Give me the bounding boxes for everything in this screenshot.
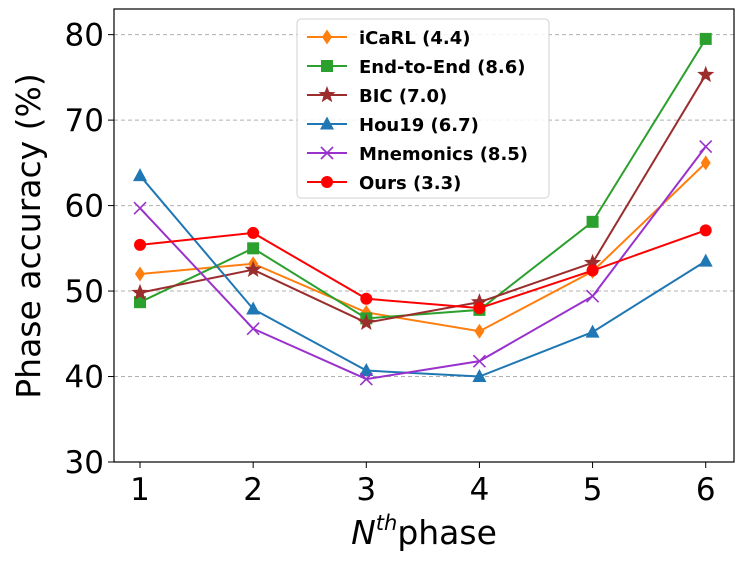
data-point	[699, 32, 712, 45]
series-line	[139, 229, 707, 310]
y-tick-label: 40	[65, 360, 104, 396]
data-point	[244, 260, 262, 277]
legend-item-2: BIC (7.0)	[307, 86, 447, 107]
data-point	[474, 323, 485, 339]
legend-label: Ours (3.3)	[359, 173, 461, 194]
x-axis-label-superscript: th	[376, 511, 398, 535]
data-point	[697, 65, 715, 83]
legend-marker	[320, 146, 334, 160]
data-point	[473, 302, 486, 315]
data-point	[585, 324, 600, 338]
data-point	[586, 289, 600, 303]
series-line	[139, 162, 707, 333]
series-line	[139, 74, 707, 324]
legend-label: BIC (7.0)	[359, 86, 447, 107]
legend-item-1: End-to-End (8.6)	[307, 57, 526, 78]
legend-item-3: Hou19 (6.7)	[307, 115, 479, 136]
legend-label: End-to-End (8.6)	[359, 57, 526, 78]
legend-label: iCaRL (4.4)	[359, 28, 470, 49]
y-tick-label: 80	[65, 18, 104, 54]
x-tick-label: 1	[130, 472, 150, 508]
series-group	[131, 32, 715, 386]
data-point	[246, 322, 260, 336]
legend-item-5: Ours (3.3)	[307, 173, 461, 194]
data-point	[586, 264, 599, 277]
legend-item-4: Mnemonics (8.5)	[307, 144, 528, 165]
data-point	[699, 224, 712, 237]
data-point	[472, 354, 487, 368]
y-axis: 30 40 50 60 70 80	[65, 18, 114, 481]
data-point	[699, 140, 713, 154]
data-point	[698, 253, 713, 267]
data-point	[133, 201, 147, 215]
plot-frame	[113, 8, 735, 463]
data-point	[134, 238, 147, 251]
legend-marker	[318, 86, 336, 103]
x-tick-label: 2	[243, 472, 263, 508]
series-line	[139, 38, 707, 320]
y-axis-label: Phase accuracy (%)	[9, 73, 48, 399]
data-point	[246, 301, 261, 315]
data-point	[700, 155, 711, 171]
series-line	[139, 175, 707, 378]
data-point	[359, 372, 373, 386]
y-tick-label: 70	[65, 103, 104, 139]
data-point	[470, 293, 488, 310]
legend-marker	[321, 176, 333, 188]
legend-marker	[321, 60, 333, 72]
series-5	[134, 224, 712, 315]
legend-box	[296, 18, 550, 199]
series-4	[133, 140, 713, 386]
data-point	[357, 313, 375, 330]
data-point	[131, 283, 149, 301]
series-2	[131, 65, 715, 330]
legend-item-0: iCaRL (4.4)	[307, 28, 470, 49]
data-point	[586, 215, 599, 228]
series-3	[133, 168, 713, 383]
x-axis-label-base: N	[351, 513, 376, 552]
x-tick-label: 3	[356, 472, 376, 508]
data-point	[584, 253, 602, 271]
x-axis-label: Nthphase	[351, 511, 497, 552]
data-point	[247, 226, 260, 239]
legend: iCaRL (4.4) End-to-End (8.6) BIC (7.0) Hou1…	[296, 18, 550, 199]
y-tick-label: 30	[65, 445, 104, 481]
data-point	[135, 266, 146, 282]
data-point	[360, 292, 373, 305]
legend-label: Mnemonics (8.5)	[359, 144, 528, 165]
legend-marker	[320, 116, 334, 130]
data-point	[133, 168, 148, 182]
x-axis: 1 2 3 4 5 6	[130, 462, 716, 508]
data-point	[247, 242, 260, 255]
series-line	[139, 146, 707, 381]
x-tick-label: 4	[470, 472, 490, 508]
x-tick-label: 5	[583, 472, 603, 508]
data-point	[359, 363, 374, 377]
legend-label: Hou19 (6.7)	[359, 115, 479, 136]
y-tick-label: 60	[65, 189, 104, 225]
x-tick-label: 6	[696, 472, 716, 508]
legend-marker	[322, 29, 332, 45]
x-axis-label-text: phase	[397, 513, 497, 552]
data-point	[472, 369, 487, 383]
data-point	[134, 296, 147, 309]
y-tick-label: 50	[65, 274, 104, 310]
